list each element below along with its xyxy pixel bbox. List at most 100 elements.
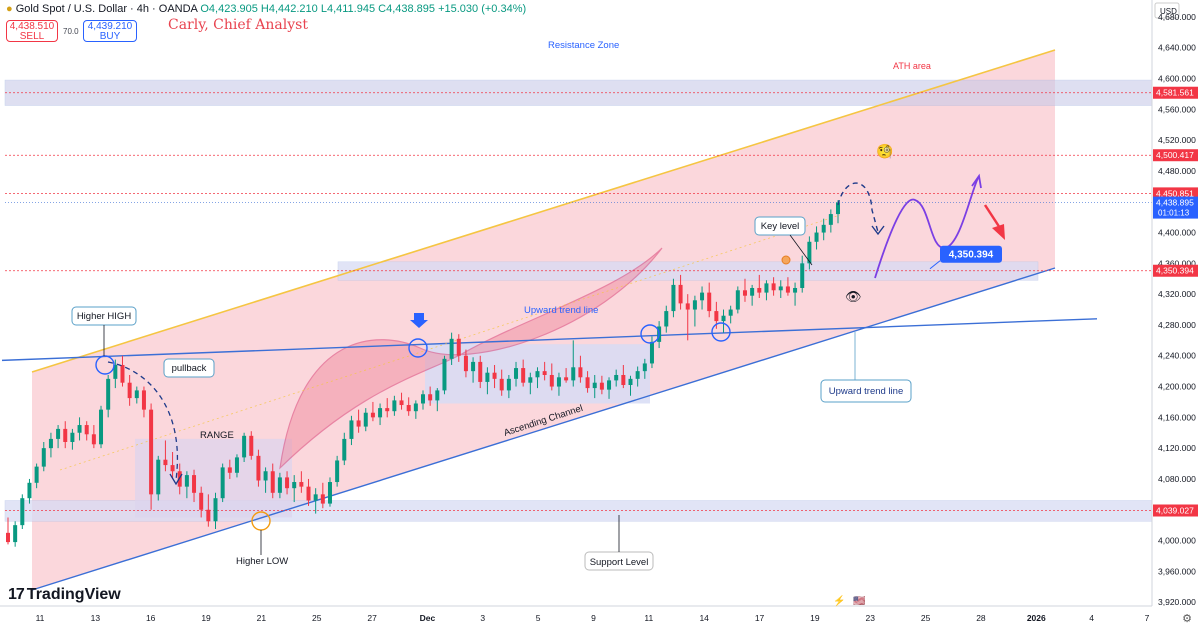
candle-body bbox=[399, 400, 404, 406]
candle-body bbox=[149, 409, 154, 495]
x-tick-label: 14 bbox=[699, 613, 709, 623]
target-label-pointer bbox=[929, 260, 941, 270]
upward-trend-line bbox=[1, 318, 1098, 362]
ohlc-readout: O4,423.905 H4,442.210 L4,411.945 C4,438.… bbox=[200, 3, 527, 15]
x-tick-label: 19 bbox=[810, 613, 820, 623]
candle-body bbox=[621, 374, 626, 386]
candle-body bbox=[721, 315, 726, 322]
candle-body bbox=[742, 290, 747, 296]
candle-body bbox=[821, 224, 826, 233]
candle-body bbox=[564, 377, 569, 381]
x-tick-label: 25 bbox=[312, 613, 322, 623]
candle-body bbox=[249, 435, 254, 456]
y-tick-label: 4,400.000 bbox=[1158, 228, 1196, 238]
last-price-label: 4,438.895 bbox=[1156, 198, 1194, 208]
channel-lower-line bbox=[31, 267, 1056, 591]
higher-high-label: Higher HIGH bbox=[77, 311, 132, 322]
candle-body bbox=[714, 311, 719, 322]
target-arrow-head bbox=[992, 224, 1005, 240]
candle-body bbox=[99, 409, 104, 445]
candle-body bbox=[671, 284, 676, 312]
eye-icon: 👁 bbox=[845, 289, 862, 304]
candle-body bbox=[556, 377, 561, 387]
buy-button[interactable]: 4,439.210 BUY bbox=[83, 20, 137, 42]
candle-body bbox=[263, 471, 268, 481]
support-level-label: Support Level bbox=[590, 557, 649, 568]
price-badge bbox=[1153, 187, 1198, 200]
candle-body bbox=[664, 311, 669, 327]
author-name: Carly, Chief Analyst bbox=[168, 17, 308, 33]
candle-body bbox=[750, 287, 755, 296]
y-tick-label: 3,920.000 bbox=[1158, 597, 1196, 607]
candle-body bbox=[63, 428, 68, 442]
price-badge-label: 4,500.417 bbox=[1156, 150, 1194, 160]
pullback-label-box bbox=[163, 358, 215, 378]
candle-body bbox=[764, 283, 769, 293]
breakout-curve-shape bbox=[279, 247, 663, 470]
candle-body bbox=[728, 309, 733, 316]
candle-body bbox=[70, 432, 75, 442]
candle-body bbox=[77, 425, 82, 433]
price-badge bbox=[1153, 86, 1198, 99]
x-tick-label: 4 bbox=[1089, 613, 1094, 623]
candle-body bbox=[506, 378, 511, 391]
candle-body bbox=[692, 300, 697, 310]
candle-body bbox=[428, 394, 433, 401]
y-tick-label: 4,560.000 bbox=[1158, 104, 1196, 114]
y-tick-label: 4,600.000 bbox=[1158, 74, 1196, 84]
symbol-title[interactable]: Gold Spot / U.S. Dollar · 4h · OANDA bbox=[15, 3, 198, 15]
candle-body bbox=[707, 292, 712, 312]
candle-body bbox=[192, 475, 197, 493]
pullback-arrow bbox=[107, 361, 178, 481]
y-tick-label: 4,680.000 bbox=[1158, 12, 1196, 22]
projection-dashed bbox=[837, 182, 879, 233]
candle-body bbox=[234, 457, 239, 473]
projection-dashed-head bbox=[871, 225, 885, 236]
candle-body bbox=[599, 382, 604, 390]
candle-body bbox=[685, 303, 690, 310]
candle-body bbox=[256, 455, 261, 481]
candle-body bbox=[406, 405, 411, 412]
candle-body bbox=[292, 482, 297, 489]
candle-body bbox=[478, 361, 483, 382]
candle-body bbox=[700, 292, 705, 301]
target-label-box bbox=[940, 245, 1002, 263]
candle-body bbox=[34, 466, 39, 483]
y-tick-label: 3,960.000 bbox=[1158, 566, 1196, 576]
gear-icon[interactable]: ⚙ bbox=[1182, 613, 1192, 625]
key-level-marker bbox=[781, 255, 791, 265]
x-tick-label: 9 bbox=[591, 613, 596, 623]
candle-body bbox=[485, 372, 490, 382]
y-tick-label: 4,480.000 bbox=[1158, 166, 1196, 176]
candle-body bbox=[778, 286, 783, 291]
x-tick-label: 2026 bbox=[1027, 613, 1046, 623]
y-tick-label: 4,120.000 bbox=[1158, 443, 1196, 453]
candle-body bbox=[20, 498, 25, 526]
price-badge bbox=[1153, 149, 1198, 162]
us-flag-icon: 🇺🇸 bbox=[853, 595, 866, 607]
buy-price: 4,439.210 bbox=[87, 21, 133, 32]
candle-body bbox=[649, 341, 654, 364]
candle-body bbox=[549, 374, 554, 387]
candle-body bbox=[471, 361, 476, 372]
candle-body bbox=[785, 286, 790, 293]
resistance-zone-label: Resistance Zone bbox=[548, 40, 619, 51]
candle-body bbox=[757, 287, 762, 293]
candle-body bbox=[492, 372, 497, 379]
projection-arrow-head bbox=[971, 173, 982, 189]
candle-body bbox=[306, 486, 311, 501]
candle-body bbox=[106, 378, 111, 410]
candle-body bbox=[349, 420, 354, 439]
tradingview-logo[interactable]: 17 TradingView bbox=[8, 586, 121, 604]
candle-body bbox=[607, 380, 612, 390]
candle-body bbox=[299, 482, 304, 487]
channel-upper-line bbox=[31, 49, 1056, 373]
x-tick-label: 19 bbox=[201, 613, 211, 623]
higher-low-label: Higher LOW bbox=[236, 556, 288, 567]
candle-body bbox=[41, 448, 46, 467]
y-tick-label: 4,160.000 bbox=[1158, 412, 1196, 422]
candle-body bbox=[814, 232, 819, 242]
y-tick-label: 4,360.000 bbox=[1158, 258, 1196, 268]
sell-button[interactable]: 4,438.510 SELL bbox=[6, 20, 58, 42]
